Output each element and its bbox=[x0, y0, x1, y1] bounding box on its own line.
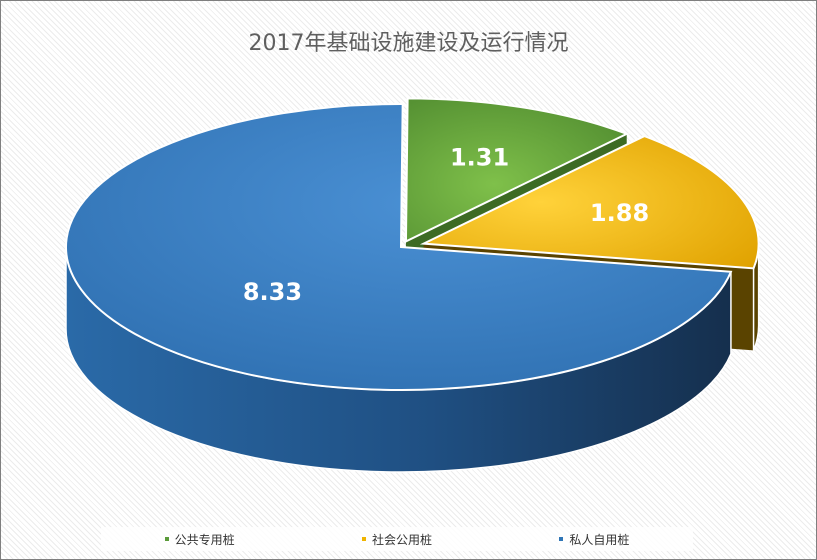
legend-swatch-public bbox=[164, 537, 169, 541]
pie-slice-public bbox=[404, 97, 630, 244]
pie-slice-private bbox=[65, 103, 733, 391]
legend-swatch-private bbox=[559, 537, 564, 541]
chart-title: 2017年基础设施建设及运行情况 bbox=[248, 31, 569, 56]
data-label-private: 8.33 bbox=[243, 278, 302, 306]
legend-item-social: 社会公用桩 bbox=[361, 531, 432, 548]
pie-chart: 1.31 1.88 8.33 bbox=[65, 97, 760, 473]
legend-swatch-social bbox=[361, 537, 366, 541]
legend-label-private: 私人自用桩 bbox=[569, 532, 630, 547]
legend-label-public: 公共专用桩 bbox=[174, 532, 235, 547]
chart-legend: 公共专用桩 社会公用桩 私人自用桩 bbox=[101, 527, 693, 551]
data-label-social: 1.88 bbox=[590, 199, 649, 227]
legend-item-private: 私人自用桩 bbox=[559, 531, 629, 548]
data-label-public: 1.31 bbox=[450, 144, 509, 172]
legend-label-social: 社会公用桩 bbox=[371, 532, 432, 547]
legend-item-public: 公共专用桩 bbox=[164, 531, 235, 548]
pie-slice-social bbox=[419, 134, 760, 270]
